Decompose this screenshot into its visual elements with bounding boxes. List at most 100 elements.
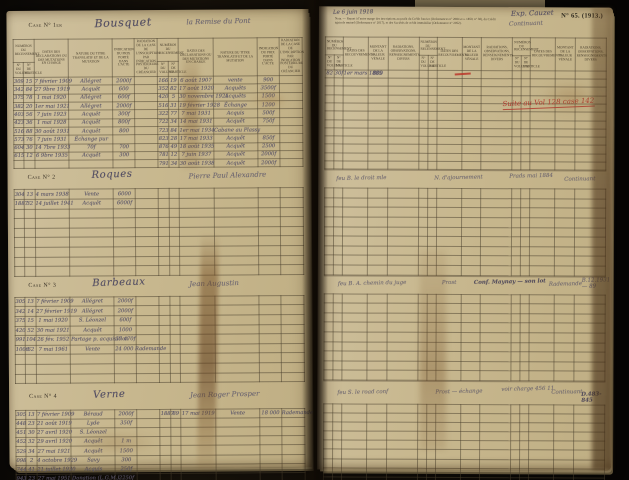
row-cell: [461, 227, 481, 237]
row-cell: [279, 125, 303, 134]
row-cell: 452: [15, 437, 27, 447]
row-cell: [214, 305, 259, 316]
row-cell: 17 août 1920: [178, 84, 214, 94]
row-cell: [573, 441, 605, 451]
row-cell: [341, 403, 367, 414]
row-cell: [367, 293, 387, 304]
row-cell: [136, 436, 161, 447]
row-cell: [480, 361, 512, 372]
row-cell: [480, 332, 512, 343]
row-cell: [333, 264, 343, 275]
row-cell: 448: [15, 419, 27, 429]
row-cell: [159, 334, 171, 345]
row-cell: [427, 217, 437, 228]
row-cell: [170, 427, 182, 437]
column-header: Radiations, observations, renseignements…: [481, 37, 513, 71]
row-cell: [342, 322, 368, 333]
row-cell: [418, 226, 428, 237]
row-cell: [418, 188, 428, 199]
row-cell: [417, 458, 427, 468]
case4-annotation: Jean Roger Prosper: [190, 389, 260, 400]
row-cell: [35, 247, 70, 257]
row-cell: [386, 341, 418, 352]
row-cell: [529, 371, 555, 381]
row-cell: [510, 422, 520, 432]
row-cell: [436, 111, 462, 120]
row-cell: [573, 371, 605, 382]
row-cell: [480, 265, 512, 276]
row-cell: [366, 449, 387, 459]
row-cell: [554, 246, 575, 257]
row-cell: 823: [158, 134, 169, 144]
row-cell: [24, 160, 35, 169]
row-cell: [366, 370, 387, 381]
row-cell: [280, 255, 304, 265]
row-cell: [114, 353, 137, 364]
row-cell: [159, 296, 170, 306]
row-cell: [387, 207, 419, 218]
row-cell: [387, 69, 419, 79]
row-cell: 14 7bre 1933: [34, 143, 71, 153]
row-cell: [332, 403, 342, 414]
row-cell: [461, 103, 482, 112]
row-cell: [574, 266, 606, 276]
row-cell: [24, 208, 36, 219]
row-cell: [436, 217, 462, 228]
row-cell: [511, 351, 521, 362]
row-cell: [387, 94, 419, 104]
row-cell: [529, 351, 555, 362]
row-cell: [259, 454, 282, 464]
row-cell: [114, 363, 137, 374]
row-cell: [528, 422, 554, 433]
row-cell: [418, 86, 428, 95]
left-case4-table: 305 13 7 février 1909 Béraud 2000f 1887 …: [15, 408, 313, 480]
row-cell: [481, 144, 513, 154]
row-cell: 250f: [115, 464, 138, 474]
row-cell: [554, 265, 575, 276]
row-cell: [342, 303, 368, 313]
row-cell: [480, 303, 512, 314]
row-cell: [529, 323, 555, 333]
row-cell: [280, 235, 304, 246]
row-cell: [528, 441, 554, 451]
row-cell: [521, 136, 531, 146]
row-cell: [15, 373, 26, 384]
row-cell: [573, 323, 606, 334]
row-cell: [530, 153, 556, 162]
row-cell: 84: [168, 126, 179, 135]
column-subheader: N° de l'article: [23, 62, 42, 78]
row-cell: [460, 313, 481, 323]
row-cell: 1 mai 1920: [35, 316, 71, 326]
row-cell: [366, 413, 387, 423]
row-cell: [179, 188, 215, 199]
row-cell: [136, 427, 161, 438]
row-cell: [417, 351, 427, 362]
row-cell: [511, 313, 521, 324]
band1-note-d: Continuant: [564, 176, 596, 184]
row-cell: [280, 343, 305, 353]
right-page: Le 6 juin 1918 Nota. — Report à l'autre …: [316, 6, 614, 480]
row-cell: [426, 322, 436, 333]
left-case3-table: 305 13 7 février 1909 Allégret 2000f: [14, 294, 306, 385]
row-cell: [366, 467, 387, 477]
row-cell: 4 mars 1938: [34, 189, 70, 200]
row-cell: [427, 153, 437, 162]
column-header: Nature du titre translatif et de la muta…: [212, 37, 258, 77]
row-cell: [333, 293, 343, 304]
row-cell: [170, 363, 181, 373]
row-cell: [480, 236, 512, 247]
row-cell: [333, 331, 343, 342]
row-cell: [279, 226, 304, 237]
row-cell: [427, 144, 437, 154]
row-cell: [519, 404, 529, 414]
row-cell: [553, 423, 574, 433]
row-cell: 722: [158, 118, 169, 127]
row-cell: [158, 217, 170, 228]
row-cell: [554, 294, 575, 305]
row-cell: [481, 78, 513, 88]
row-cell: [134, 93, 159, 102]
row-cell: [168, 188, 180, 199]
band1-note-b: N. d'ajournement: [434, 174, 483, 182]
row-cell: 30 août 1931: [34, 127, 70, 136]
row-cell: [367, 255, 387, 266]
